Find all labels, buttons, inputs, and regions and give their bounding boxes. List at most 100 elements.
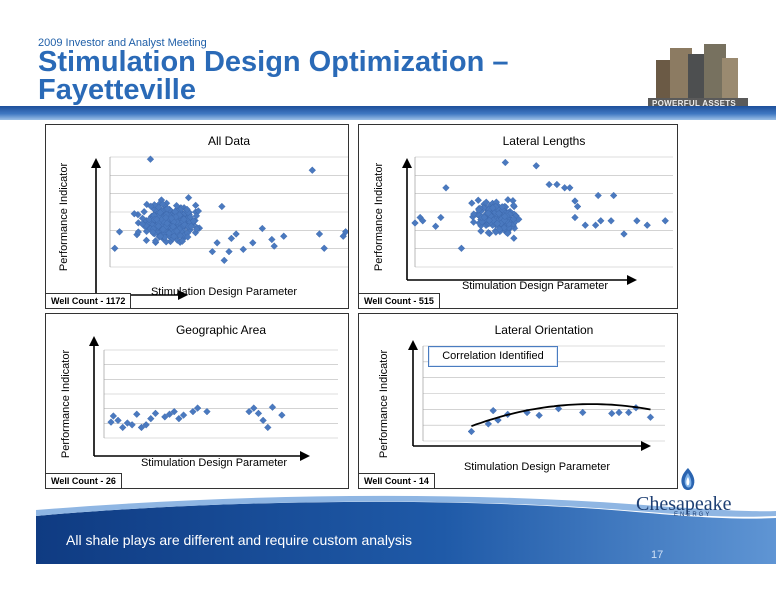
data-point [469,218,478,226]
data-point [480,213,488,222]
data-point [192,212,201,220]
data-point [189,217,198,225]
data-point [270,242,278,250]
data-point [134,228,143,236]
x-axis-arrowhead [641,441,651,451]
x-axis-arrowhead [178,290,188,300]
data-point [474,196,482,204]
data-point [625,408,633,417]
data-point [484,420,493,428]
data-point [165,410,174,418]
data-point [643,221,651,229]
data-point [250,404,258,412]
data-point [254,409,263,418]
data-point [493,219,501,228]
data-point [535,411,543,420]
data-point [189,407,197,416]
data-point [191,201,200,210]
grid [414,156,673,268]
chart-title: Lateral Lengths [503,134,586,148]
data-point [225,247,233,256]
data-point [175,414,183,423]
data-point [566,184,574,192]
data-point [186,213,195,221]
y-axis-title: Performance Indicator [378,350,390,459]
data-point [149,228,157,236]
powerful-assets-photo [656,44,738,102]
data-point [193,404,202,412]
data-point [579,408,587,417]
data-point [411,219,419,227]
data-point [220,256,228,265]
panel-lateral-orientation: Lateral Orientation Performance Indicator… [358,313,678,489]
x-axis-title: Stimulation Design Parameter [141,457,287,469]
data-point [192,225,201,233]
y-axis-arrowhead [89,336,99,346]
data-point [249,239,257,247]
data-point [109,412,118,420]
data-point [485,216,493,225]
correlation-callout: Correlation Identified [428,346,558,367]
data-point [477,227,485,235]
data-point [646,413,655,421]
panel-all-data: All Data Performance Indicator Stimulation… [45,124,349,309]
data-point [489,204,497,212]
data-point [315,230,324,238]
data-point [151,237,160,245]
well-count-lateral-lengths: Well Count - 515 [359,293,440,308]
data-point [156,232,165,240]
chart-lateral-orientation: Lateral Orientation Performance Indicator… [378,323,665,473]
data-point [137,423,146,432]
data-point [280,232,288,240]
y-axis-title: Performance Indicator [58,163,70,272]
data-point [150,201,159,209]
data-point [633,217,641,225]
data-point [532,162,540,170]
y-axis-arrowhead [402,158,412,168]
data-point [165,229,173,237]
data-point [208,247,217,256]
data-point [500,224,508,232]
data-point [573,202,582,211]
data-point [183,205,191,214]
data-points [111,155,348,265]
data-point [170,407,178,416]
data-point [320,244,328,252]
data-point [142,421,150,429]
data-point [442,184,450,192]
data-point [245,407,253,416]
data-point [437,213,445,222]
data-point [264,423,272,432]
data-point [159,225,167,233]
data-point [581,221,589,229]
data-point [553,180,561,189]
data-point [259,416,267,425]
x-axis-arrowhead [627,275,637,285]
data-point [515,215,523,223]
data-point [145,215,153,224]
data-point [431,222,440,230]
data-point [495,225,504,234]
data-point [239,245,247,254]
data-point [232,230,240,238]
data-point [156,208,164,217]
data-point [180,215,188,223]
data-point [501,212,509,221]
data-point [170,232,178,241]
data-point [509,215,518,223]
data-point [203,407,211,416]
data-point [475,206,483,214]
data-point [308,166,316,174]
chesapeake-logo-sub: ENERGY [674,512,712,518]
data-point [178,237,187,245]
data-points [467,404,655,436]
panel-lateral-lengths: Lateral Lengths Performance Indicator Stim… [358,124,678,309]
data-point [571,213,579,222]
data-point [560,184,569,192]
trendline [471,403,651,428]
grid [103,349,338,439]
x-axis-title: Stimulation Design Parameter [151,286,297,298]
data-point [140,208,148,216]
data-point [470,210,478,218]
chesapeake-logo: Chesapeake [636,493,732,515]
